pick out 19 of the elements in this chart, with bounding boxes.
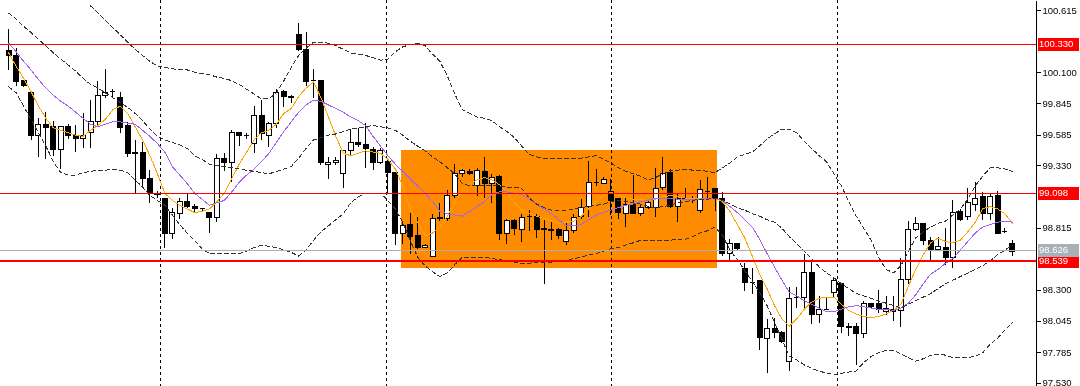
ref-line-label: 99.098: [1039, 187, 1069, 199]
candlestick: [741, 262, 748, 292]
y-tick-label: 99.585: [1042, 129, 1072, 141]
y-tick-label: 99.330: [1042, 159, 1072, 171]
ref-line-label: 98.626: [1039, 244, 1069, 256]
candlestick: [704, 176, 711, 199]
y-tick-label: 98.045: [1042, 315, 1072, 327]
ref-line-label: 98.539: [1039, 255, 1069, 266]
line-series: [8, 86, 1013, 376]
y-tick-label: 100.615: [1042, 4, 1077, 16]
y-tick-label: 98.300: [1042, 284, 1072, 296]
line-series: [90, 5, 1013, 274]
y-tick-label: 100.100: [1042, 66, 1077, 78]
y-tick-label: 98.815: [1042, 222, 1072, 234]
candlestick: [518, 213, 525, 243]
y-tick-label: 99.845: [1042, 97, 1072, 109]
y-tick-label: 97.530: [1042, 377, 1072, 386]
y-tick-label: 97.785: [1042, 346, 1072, 358]
ref-line-label: 100.330: [1039, 38, 1074, 50]
